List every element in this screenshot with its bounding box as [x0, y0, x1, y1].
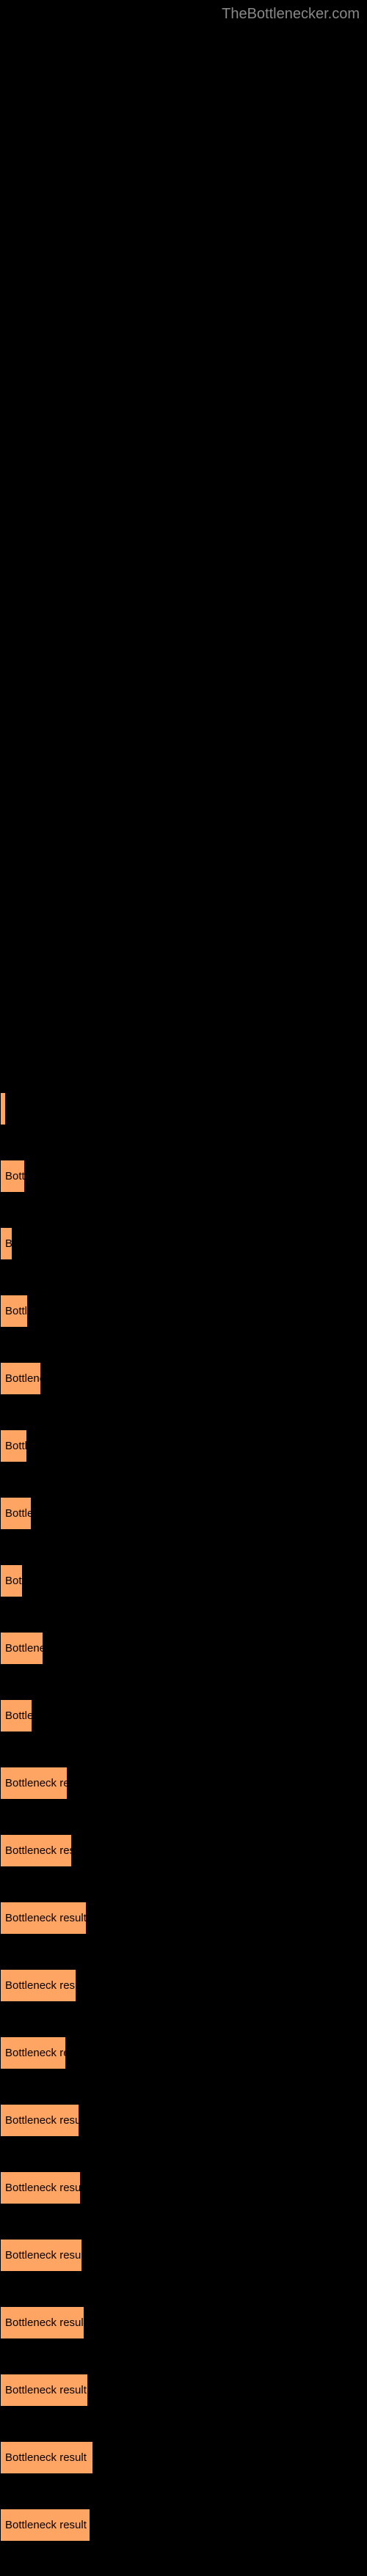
bar-label: Bottl — [5, 1575, 23, 1587]
watermark-text: TheBottlenecker.com — [222, 6, 360, 23]
bar-label: Bottlen — [5, 1440, 27, 1452]
bar-label: Bottleneck — [5, 1642, 43, 1655]
bottleneck-bar: Bottleneck result — [0, 2171, 81, 2204]
bar-row: Bottleneck res — [0, 2036, 367, 2104]
bar-chart-container: Bottle B Bottlen Bottleneck Bottlen Bottlene B… — [0, 1092, 367, 2576]
bar-row: B — [0, 1227, 367, 1295]
bar-row: Bottleneck result — [0, 2171, 367, 2239]
bar-label: Bottleneck res — [5, 1777, 68, 1789]
bar-row: Bottleneck — [0, 1362, 367, 1429]
bar-label: B — [5, 1237, 12, 1250]
bar-row: Bottleneck resu — [0, 1834, 367, 1902]
bar-row: Bottleneck result — [0, 2239, 367, 2306]
bottleneck-bar: Bottleneck — [0, 1632, 43, 1665]
bar-row: Bottleneck result — [0, 2306, 367, 2374]
bar-label: Bottlene — [5, 1507, 32, 1520]
bottleneck-bar — [0, 1092, 6, 1125]
bar-label: Bottleneck result — [5, 1979, 76, 1992]
bottleneck-bar: B — [0, 1227, 12, 1260]
bottleneck-bar: Bottleneck res — [0, 2036, 66, 2069]
bottleneck-bar: Bottleneck result — [0, 2239, 82, 2272]
bottleneck-bar: Bottleneck result — [0, 1969, 76, 2002]
bottleneck-bar: Bottle — [0, 1160, 25, 1193]
bottleneck-bar: Bottlen — [0, 1295, 28, 1328]
bar-label: Bottleneck result — [5, 1912, 87, 1924]
bar-label: Bottleneck result — [5, 2451, 87, 2464]
bar-row: Bottleneck result — [0, 2441, 367, 2509]
bottleneck-bar: Bottlen — [0, 1429, 27, 1462]
bottleneck-bar: Bottleneck result — [0, 2306, 84, 2339]
bottleneck-bar: Bottl — [0, 1564, 23, 1597]
bar-row: Bottle — [0, 1160, 367, 1227]
bar-row: Bottl — [0, 1564, 367, 1632]
bar-row — [0, 1092, 367, 1160]
bar-label: Bottle — [5, 1170, 25, 1182]
bar-row: Bottlene — [0, 1699, 367, 1767]
bar-label: Bottlene — [5, 1710, 32, 1722]
bar-label: Bottleneck — [5, 1372, 41, 1385]
bar-row: Bottlene — [0, 1497, 367, 1564]
bar-row: Bottleneck result — [0, 2509, 367, 2576]
bar-row: Bottleneck result — [0, 1969, 367, 2036]
bottleneck-bar: Bottleneck res — [0, 1767, 68, 1800]
bottleneck-bar: Bottleneck — [0, 1362, 41, 1395]
bar-row: Bottleneck result — [0, 2104, 367, 2171]
bottleneck-bar: Bottlene — [0, 1497, 32, 1530]
bar-row: Bottleneck res — [0, 1767, 367, 1834]
bar-row: Bottlen — [0, 1429, 367, 1497]
bar-label: Bottleneck result — [5, 2114, 79, 2127]
bar-label: Bottleneck res — [5, 2047, 66, 2059]
bar-label: Bottlen — [5, 1305, 28, 1317]
bottleneck-bar: Bottleneck resu — [0, 1834, 72, 1867]
bar-label: Bottleneck result — [5, 2384, 87, 2396]
bottleneck-bar: Bottlene — [0, 1699, 32, 1732]
bar-row: Bottlen — [0, 1295, 367, 1362]
bar-row: Bottleneck result — [0, 1902, 367, 1969]
bar-label: Bottleneck result — [5, 2519, 87, 2531]
bar-label: Bottleneck resu — [5, 1844, 72, 1857]
bar-label: Bottleneck result — [5, 2249, 82, 2262]
bottleneck-bar: Bottleneck result — [0, 2104, 79, 2137]
bottleneck-bar: Bottleneck result — [0, 2509, 90, 2542]
bottleneck-bar: Bottleneck result — [0, 2374, 88, 2407]
bar-label: Bottleneck result — [5, 2182, 81, 2194]
bottleneck-bar: Bottleneck result — [0, 1902, 87, 1935]
bottleneck-bar: Bottleneck result — [0, 2441, 93, 2474]
bar-label: Bottleneck result — [5, 2316, 84, 2329]
bar-row: Bottleneck result — [0, 2374, 367, 2441]
bar-row: Bottleneck — [0, 1632, 367, 1699]
